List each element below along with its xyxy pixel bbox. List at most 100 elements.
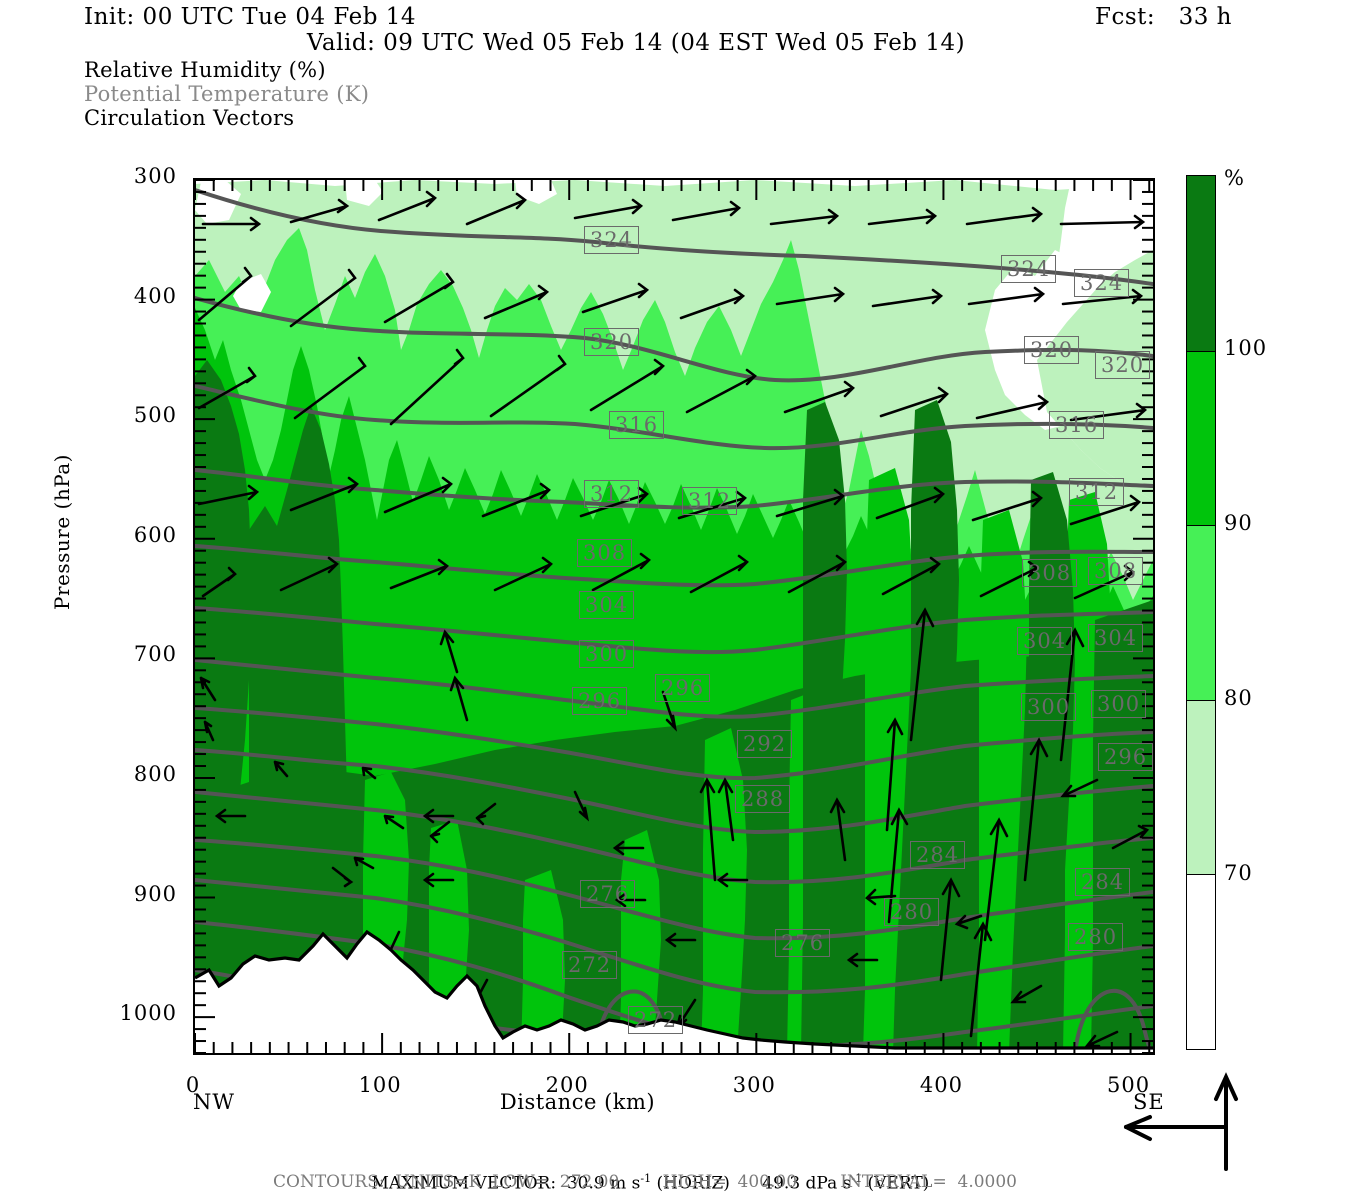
rh-notch-8	[977, 510, 1027, 1053]
valid-time-label: Valid: 09 UTC Wed 05 Feb 14 (04 EST Wed …	[306, 30, 966, 56]
theta-contour-label: 296	[572, 687, 628, 715]
colorbar-tick-100: 100	[1224, 336, 1268, 360]
reference-vector-vertical	[1214, 1072, 1238, 1171]
colorbar-band-80-90	[1187, 525, 1215, 700]
cross-section-plot: 324 324 324 320 320 320 316 316 312 312 312 308 308 3…	[193, 178, 1155, 1055]
colorbar-band-above-100	[1187, 176, 1215, 351]
theta-contour-label: 276	[580, 880, 636, 908]
theta-contour-label: 308	[1088, 557, 1144, 585]
theta-contour-label: 280	[1068, 923, 1124, 951]
theta-contour-label: 272	[562, 951, 618, 979]
x-axis-title: Distance (km)	[0, 1090, 1350, 1114]
y-tick-500: 500	[133, 403, 177, 428]
theta-contour-label: 296	[1098, 743, 1153, 771]
contours-footer: CONTOURS: UNITS=K LOW= 272.00 HIGH= 400.…	[273, 1172, 1017, 1192]
theta-contour-292	[195, 748, 1153, 835]
y-tick-800: 800	[133, 761, 177, 786]
rh-core-se-4	[1091, 600, 1153, 1053]
y-tick-600: 600	[133, 522, 177, 547]
title-potential-temperature: Potential Temperature (K)	[84, 82, 370, 106]
dry-hole-1	[195, 180, 241, 224]
colorbar-band-below-70	[1187, 874, 1215, 1049]
y-tick-900: 900	[133, 881, 177, 906]
y-tick-400: 400	[133, 283, 177, 308]
dry-hole-4	[515, 180, 557, 204]
theta-contour-label: 324	[1001, 255, 1057, 283]
theta-contour-280	[195, 878, 1153, 995]
rh-core-se-1	[801, 402, 847, 1053]
theta-contour-label: 300	[1091, 690, 1147, 718]
reference-vector-horizontal-head	[1124, 1115, 1152, 1141]
theta-contour-312	[195, 468, 1153, 510]
max-vector-footer: MAXIMUM VECTOR: 30.9 m s-1 (HORIZ) 49.3 …	[371, 1172, 930, 1194]
theta-contour-label: 308	[577, 539, 633, 567]
theta-contour-288	[195, 790, 1153, 885]
colorbar-tick-90: 90	[1224, 511, 1253, 535]
forecast-hour-label: Fcst: 33 h	[1095, 4, 1232, 30]
colorbar-unit-label: %	[1224, 166, 1245, 190]
max-vector-horizontal-suffix: (HORIZ)	[651, 1173, 730, 1194]
init-time-label: Init: 00 UTC Tue 04 Feb 14	[84, 4, 417, 30]
theta-contour-label: 304	[579, 591, 635, 619]
circulation-vectors	[197, 190, 1150, 1048]
x-tick-500: 500	[1107, 1073, 1151, 1097]
theta-contour-296	[195, 706, 1153, 781]
theta-contour-label: 304	[1088, 624, 1144, 652]
theta-contour-label: 316	[1049, 411, 1105, 439]
theta-contour-label: 284	[1075, 868, 1131, 896]
theta-contour-label: 304	[1017, 627, 1073, 655]
theta-contour-label: 288	[735, 785, 791, 813]
theta-contour-label: 320	[1024, 336, 1080, 364]
y-axis-title-text: Pressure (hPa)	[50, 454, 74, 610]
cross-section-canvas	[195, 180, 1153, 1053]
rh-core-se-2	[909, 400, 959, 1053]
theta-contour-label: 316	[609, 411, 665, 439]
theta-contour-320	[195, 296, 1153, 383]
theta-contour-label: 300	[1021, 693, 1077, 721]
terrain-line	[195, 929, 1153, 1050]
theta-contour-label: 324	[584, 226, 640, 254]
theta-contour-label: 320	[584, 328, 640, 356]
max-vector-vertical-suffix: (VERT)	[862, 1173, 930, 1194]
theta-contour-284	[195, 838, 1153, 941]
theta-contour-label: 292	[737, 730, 793, 758]
theta-contour-label: 300	[579, 640, 635, 668]
plot-title-block: Relative Humidity (%) Potential Temperat…	[84, 58, 369, 130]
theta-contour-label: 296	[655, 674, 711, 702]
x-tick-100: 100	[358, 1073, 402, 1097]
axis-ticks	[195, 180, 1153, 1053]
rh-notch-3	[521, 870, 565, 1053]
x-tick-0: 0	[185, 1073, 201, 1097]
reference-vector-legend	[1124, 1072, 1238, 1171]
title-relative-humidity: Relative Humidity (%)	[84, 58, 326, 82]
colorbar-band-90-100	[1187, 350, 1215, 526]
relative-humidity-colorbar	[1186, 175, 1216, 1050]
theta-contour-label: 312	[584, 480, 640, 508]
theta-contour-label: 308	[1022, 559, 1078, 587]
y-tick-300: 300	[133, 164, 177, 188]
y-axis-title: Pressure (hPa)	[50, 402, 74, 662]
x-axis-end-label: SE	[1133, 1090, 1165, 1114]
x-tick-200: 200	[545, 1073, 589, 1097]
title-circulation-vectors: Circulation Vectors	[84, 106, 295, 130]
colorbar-tick-80: 80	[1224, 686, 1253, 710]
max-vector-vertical-text: 49.3 dPa s	[762, 1173, 852, 1194]
theta-contour-304	[195, 606, 1153, 655]
theta-contour-label: 312	[1069, 478, 1125, 506]
theta-contour-label: 280	[884, 898, 940, 926]
theta-contour-label: 320	[1095, 351, 1151, 379]
x-tick-300: 300	[732, 1073, 776, 1097]
x-axis-title-text: Distance (km)	[499, 1090, 656, 1114]
theta-contour-label: 272	[628, 1006, 684, 1034]
max-vector-horizontal-text: MAXIMUM VECTOR: 30.9 m s	[371, 1173, 641, 1194]
x-axis-start-label: NW	[193, 1090, 235, 1114]
theta-contour-label: 312	[682, 487, 738, 515]
y-tick-1000: 1000	[119, 1001, 177, 1026]
theta-contour-324	[195, 188, 1153, 286]
theta-contour-label: 284	[910, 841, 966, 869]
terrain-fill	[195, 932, 1153, 1053]
colorbar-tick-70: 70	[1224, 861, 1253, 885]
dry-hole-3	[345, 180, 383, 206]
y-tick-700: 700	[133, 642, 177, 667]
colorbar-band-70-80	[1187, 699, 1215, 875]
